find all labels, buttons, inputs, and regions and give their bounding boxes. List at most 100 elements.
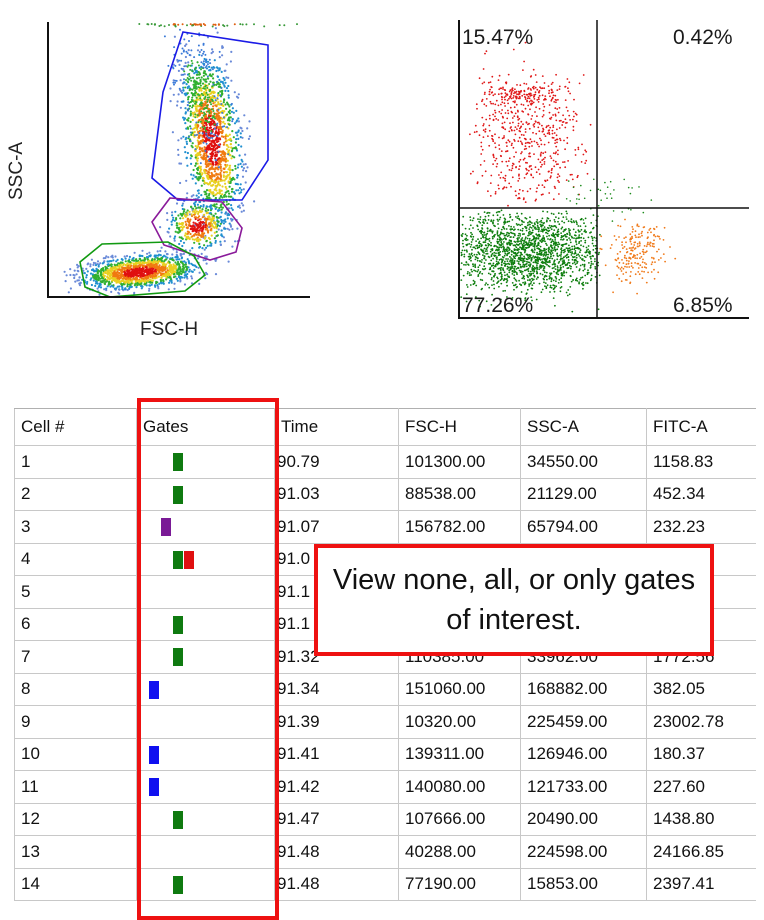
fitc-a-value: 227.60 <box>647 771 757 804</box>
gate-marker-blue <box>149 778 159 796</box>
fsc-h-value: 101300.00 <box>399 446 521 479</box>
cell-number: 11 <box>15 771 137 804</box>
gate-marker-green <box>173 453 183 471</box>
gate-marker-green <box>173 648 183 666</box>
events-table-container[interactable]: Cell # Gates Time FSC-H SSC-A FITC-A 1 90… <box>14 408 756 917</box>
fsc-h-value: 107666.00 <box>399 803 521 836</box>
column-header-cell-number[interactable]: Cell # <box>15 409 137 446</box>
ssc-a-value: 65794.00 <box>521 511 647 544</box>
cell-number: 1 <box>15 446 137 479</box>
gate-marker-green <box>173 486 183 504</box>
fitc-a-value: 23002.78 <box>647 706 757 739</box>
cell-number: 5 <box>15 576 137 609</box>
callout-box: View none, all, or only gates of interes… <box>314 544 714 656</box>
gate-marker-blue <box>149 681 159 699</box>
gates-cell <box>137 446 275 479</box>
fsc-h-value: 139311.00 <box>399 738 521 771</box>
ssc-a-value: 225459.00 <box>521 706 647 739</box>
fitc-a-value: 24166.85 <box>647 836 757 869</box>
gates-cell <box>137 478 275 511</box>
time-value: 91.42 <box>275 771 399 804</box>
quadrant-lower-right-percent: 6.85% <box>673 294 733 317</box>
cell-number: 14 <box>15 868 137 901</box>
fsc-h-value: 40288.00 <box>399 836 521 869</box>
ssc-a-value: 15853.00 <box>521 868 647 901</box>
x-axis-label: FSC-H <box>140 319 198 340</box>
column-header-gates[interactable]: Gates <box>137 409 275 446</box>
fsc-h-value: 77190.00 <box>399 868 521 901</box>
quadrant-dot-plot[interactable]: 15.47% 0.42% 77.26% 6.85% <box>440 0 764 330</box>
fsc-h-value: 156782.00 <box>399 511 521 544</box>
table-header-row: Cell # Gates Time FSC-H SSC-A FITC-A <box>15 409 757 446</box>
fitc-a-value: 452.34 <box>647 478 757 511</box>
fsc-h-value: 88538.00 <box>399 478 521 511</box>
cell-number: 6 <box>15 608 137 641</box>
time-value: 91.07 <box>275 511 399 544</box>
fitc-a-value: 180.37 <box>647 738 757 771</box>
gate-marker-green <box>173 876 183 894</box>
gate-marker-blue <box>149 746 159 764</box>
fitc-a-value: 382.05 <box>647 673 757 706</box>
gates-cell <box>137 738 275 771</box>
cell-number: 7 <box>15 641 137 674</box>
ssc-a-value: 34550.00 <box>521 446 647 479</box>
gates-cell <box>137 771 275 804</box>
gates-cell <box>137 836 275 869</box>
cell-number: 8 <box>15 673 137 706</box>
ssc-a-value: 20490.00 <box>521 803 647 836</box>
cell-number: 3 <box>15 511 137 544</box>
ssc-a-value: 126946.00 <box>521 738 647 771</box>
gates-cell <box>137 706 275 739</box>
cell-number: 10 <box>15 738 137 771</box>
gate-marker-red <box>184 551 194 569</box>
gates-cell <box>137 543 275 576</box>
time-value: 91.34 <box>275 673 399 706</box>
ssc-a-value: 224598.00 <box>521 836 647 869</box>
column-header-fsc-h[interactable]: FSC-H <box>399 409 521 446</box>
column-header-fitc-a[interactable]: FITC-A <box>647 409 757 446</box>
ssc-a-value: 21129.00 <box>521 478 647 511</box>
ssc-a-value: 121733.00 <box>521 771 647 804</box>
fsc-h-value: 151060.00 <box>399 673 521 706</box>
fitc-a-value: 1438.80 <box>647 803 757 836</box>
time-value: 91.03 <box>275 478 399 511</box>
gate-marker-green <box>173 551 183 569</box>
gates-cell <box>137 673 275 706</box>
gates-cell <box>137 803 275 836</box>
column-header-time[interactable]: Time <box>275 409 399 446</box>
gate-marker-purple <box>161 518 171 536</box>
callout-text: View none, all, or only gates of interes… <box>326 560 702 640</box>
fsc-ssc-density-plot[interactable]: FSC-H SSC-A <box>0 0 330 350</box>
gate-marker-green <box>173 616 183 634</box>
time-value: 91.48 <box>275 868 399 901</box>
fsc-h-value: 10320.00 <box>399 706 521 739</box>
time-value: 91.41 <box>275 738 399 771</box>
time-value: 91.39 <box>275 706 399 739</box>
fitc-a-value: 232.23 <box>647 511 757 544</box>
cell-number: 9 <box>15 706 137 739</box>
gates-cell <box>137 511 275 544</box>
cell-number: 2 <box>15 478 137 511</box>
column-header-ssc-a[interactable]: SSC-A <box>521 409 647 446</box>
cell-number: 12 <box>15 803 137 836</box>
fitc-a-value: 2397.41 <box>647 868 757 901</box>
gates-cell <box>137 608 275 641</box>
fitc-a-value: 1158.83 <box>647 446 757 479</box>
gates-cell <box>137 868 275 901</box>
gate-marker-green <box>173 811 183 829</box>
quadrant-upper-left-percent: 15.47% <box>462 26 533 49</box>
ssc-a-value: 168882.00 <box>521 673 647 706</box>
cell-number: 13 <box>15 836 137 869</box>
time-value: 90.79 <box>275 446 399 479</box>
y-axis-label: SSC-A <box>6 142 27 200</box>
